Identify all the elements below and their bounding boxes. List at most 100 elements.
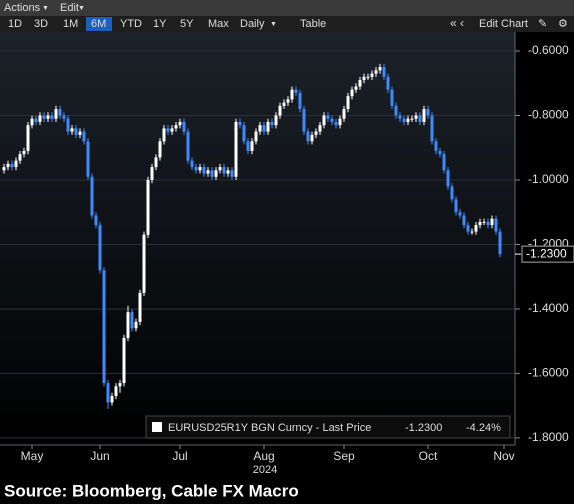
x-axis-year: 2024 (253, 464, 277, 476)
candle-body (126, 312, 130, 338)
candle-body (138, 292, 142, 322)
candle-body (286, 99, 290, 103)
candle-body (354, 86, 358, 90)
candle-body (374, 70, 378, 74)
settings-icon[interactable]: ⚙ (558, 18, 568, 30)
candle-body (154, 157, 158, 168)
legend-change: -4.24% (466, 422, 501, 434)
edit-chart[interactable]: Edit Chart (479, 18, 528, 30)
menu[interactable]: Actions (4, 2, 41, 14)
candle-body (94, 215, 98, 226)
candle-body (290, 89, 294, 100)
toolbar (0, 16, 574, 32)
dropdown-caret[interactable]: ▼ (270, 21, 277, 28)
candle-body (358, 80, 362, 87)
candle-body (86, 141, 90, 177)
candle-body (294, 89, 298, 93)
candle-body (498, 231, 502, 255)
menu-caret[interactable]: ▼ (78, 5, 85, 12)
candle-body (50, 115, 54, 119)
candle-body (322, 115, 326, 126)
candle-body (114, 386, 118, 396)
candle-body (90, 176, 94, 216)
candle-body (338, 118, 342, 126)
candle-body (66, 118, 70, 132)
menu-caret[interactable]: ▼ (42, 5, 49, 12)
candle-body (298, 92, 302, 110)
candle-body (70, 128, 74, 132)
candle-body (178, 121, 182, 126)
toolbar-button[interactable]: 3D (34, 18, 48, 30)
toolbar-button[interactable]: 6M (91, 18, 106, 30)
candle-body (190, 160, 194, 168)
toolbar-button[interactable]: Daily (240, 18, 265, 30)
candle-body (174, 125, 178, 129)
y-tick-label: -1.8000 (528, 430, 569, 444)
candle-body (362, 76, 366, 81)
candle-body (122, 337, 126, 384)
candle-body (470, 231, 474, 233)
candle-body (382, 67, 386, 77)
candle-body (2, 167, 6, 171)
candle-body (306, 131, 310, 142)
candle-body (54, 109, 58, 119)
toolbar-button[interactable]: Max (208, 18, 229, 30)
candle-body (454, 199, 458, 213)
candle-body (230, 170, 234, 177)
y-tick-label: -0.6000 (528, 43, 569, 57)
candle-body (42, 115, 46, 119)
candle-body (266, 121, 270, 132)
candle-body (314, 131, 318, 135)
candle-body (238, 121, 242, 126)
y-tick-label: -1.6000 (528, 366, 569, 380)
candle-body (6, 163, 10, 168)
candle-body (278, 105, 282, 116)
candle-body (326, 115, 330, 119)
axis-area (515, 32, 574, 445)
toolbar-button[interactable]: 1M (63, 18, 78, 30)
candle-body (406, 118, 410, 122)
candle-body (310, 134, 314, 142)
candle-body (422, 109, 426, 122)
candle-body (22, 150, 26, 155)
candle-body (466, 225, 470, 232)
x-tick-label: Jul (172, 449, 187, 463)
candle-body (82, 131, 86, 142)
x-tick-label: Sep (333, 449, 355, 463)
candle-body (218, 167, 222, 171)
toolbar-button[interactable]: Table (300, 18, 326, 30)
candle-body (302, 109, 306, 132)
toolbar-button[interactable]: 5Y (180, 18, 194, 30)
candle-body (146, 179, 150, 235)
candle-body (162, 128, 166, 142)
candle-body (78, 131, 82, 135)
toolbar-button[interactable]: YTD (120, 18, 142, 30)
candle-body (482, 221, 486, 223)
plot-area (0, 32, 515, 445)
y-tick-label: -1.0000 (528, 172, 569, 186)
menu[interactable]: Edit (60, 2, 79, 14)
candle-body (490, 218, 494, 226)
candle-body (254, 131, 258, 142)
legend-last: -1.2300 (405, 422, 442, 434)
candle-body (222, 167, 226, 174)
candle-body (450, 186, 454, 200)
candle-body (118, 383, 122, 387)
candle-body (14, 160, 18, 168)
edit-icon[interactable]: ✎ (538, 18, 547, 30)
nav-icon[interactable]: « ‹ (450, 16, 464, 30)
candle-body (170, 128, 174, 132)
candle-body (38, 115, 42, 122)
toolbar-button[interactable]: 1Y (153, 18, 167, 30)
candle-body (258, 125, 262, 132)
candle-body (462, 215, 466, 226)
candle-body (478, 221, 482, 226)
candle-body (158, 141, 162, 158)
y-tick-label: -1.4000 (528, 301, 569, 315)
candle-body (398, 115, 402, 119)
active-button[interactable] (86, 17, 112, 31)
candle-body (58, 109, 62, 116)
candle-body (210, 170, 214, 177)
toolbar-button[interactable]: 1D (8, 18, 22, 30)
